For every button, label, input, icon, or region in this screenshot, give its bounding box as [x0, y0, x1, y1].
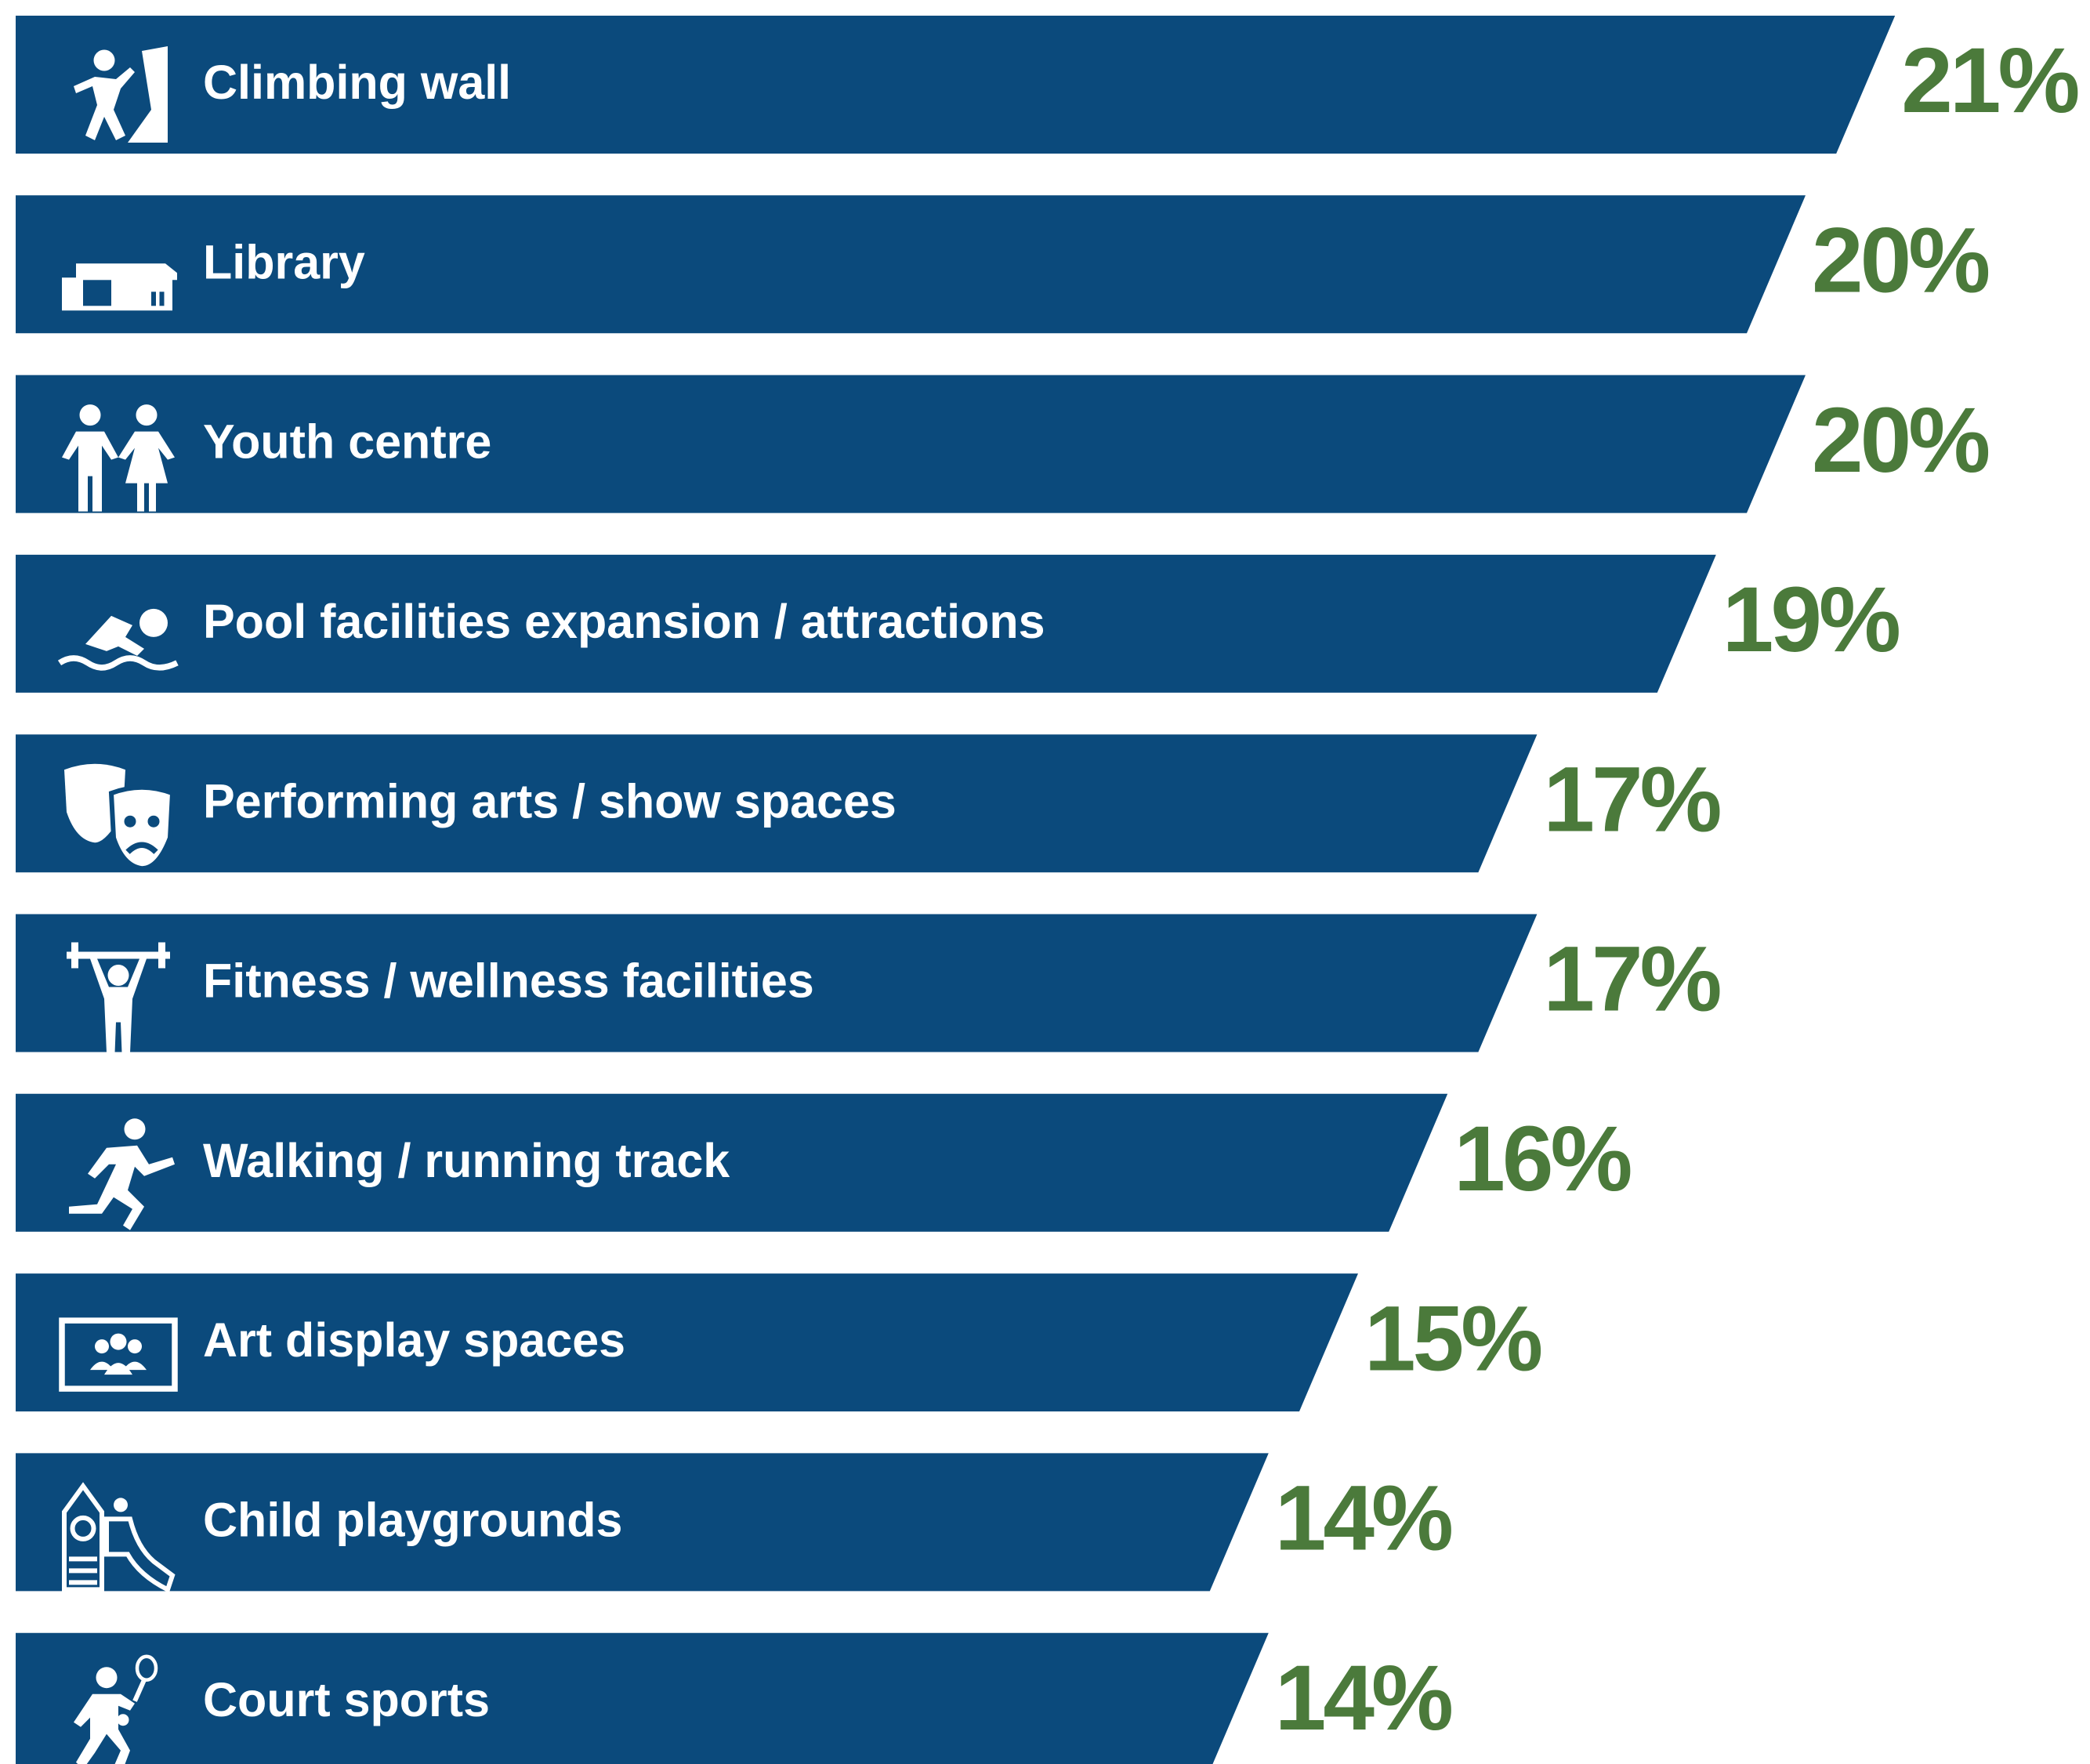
icon-part: [93, 49, 115, 71]
icon-part: [110, 1333, 127, 1350]
category-label: Walking / running track: [203, 1134, 730, 1187]
category-label: Climbing wall: [203, 56, 511, 109]
icon-part: [125, 842, 158, 854]
icon-part: [69, 1556, 97, 1585]
category-label: Court sports: [203, 1673, 490, 1726]
bar: [16, 554, 1716, 693]
icon: [64, 763, 176, 871]
icon-part: [104, 1516, 176, 1593]
icon-part: [147, 815, 160, 828]
icon: [62, 263, 177, 311]
value-label: 14%: [1275, 1646, 1451, 1750]
icon-part: [69, 1145, 175, 1230]
icon-part: [95, 1339, 109, 1354]
value-label: 16%: [1454, 1107, 1630, 1211]
icon-part: [117, 1714, 129, 1726]
icon-part: [71, 942, 78, 969]
icon-part: [132, 1679, 147, 1702]
icon-part: [90, 958, 147, 1053]
bar: [16, 1273, 1358, 1412]
icon-part: [64, 763, 125, 843]
icon-part: [124, 815, 136, 828]
icon: [62, 1482, 176, 1593]
icon-part: [124, 1118, 146, 1140]
category-label: Fitness / wellness facilities: [203, 954, 814, 1008]
icon: [59, 1317, 178, 1392]
value-label: 17%: [1543, 928, 1719, 1031]
icon-part: [158, 942, 165, 969]
icon: [67, 942, 170, 1053]
icon: [74, 46, 168, 143]
icon-part: [114, 1498, 128, 1512]
icon-part: [151, 292, 156, 306]
bar: [16, 1453, 1269, 1592]
icon-part: [62, 431, 118, 512]
icon-part: [96, 1667, 118, 1689]
bar: [16, 375, 1806, 513]
value-label: 17%: [1543, 748, 1719, 851]
icon-part: [139, 608, 168, 637]
icon-part: [74, 67, 135, 140]
icon-part: [79, 404, 101, 426]
bar: [16, 16, 1896, 154]
value-label: 19%: [1722, 568, 1899, 672]
bar: [16, 195, 1806, 334]
icon-part: [108, 784, 176, 871]
icon-part: [85, 615, 144, 656]
value-label: 15%: [1364, 1287, 1541, 1390]
icon: [69, 1118, 175, 1230]
icon: [74, 1654, 158, 1764]
icon-part: [159, 292, 165, 306]
icon-part: [74, 1693, 135, 1764]
category-label: Art display spaces: [203, 1313, 625, 1367]
value-label: 21%: [1901, 29, 2077, 132]
icon-part: [128, 46, 168, 143]
icon-part: [128, 1339, 142, 1354]
icon-part: [57, 655, 179, 671]
icon-part: [136, 404, 158, 426]
icon-part: [62, 1482, 104, 1592]
icon-part: [67, 951, 170, 959]
category-label: Pool facilities expansion / attractions: [203, 595, 1045, 648]
icon: [57, 608, 179, 671]
bar: [16, 1093, 1448, 1232]
category-label: Performing arts / show spaces: [203, 774, 896, 828]
icon-part: [70, 1515, 96, 1541]
icon-part: [90, 1361, 147, 1375]
category-label: Library: [203, 235, 365, 288]
icon-part: [118, 431, 175, 512]
icon-part: [83, 280, 111, 306]
bar: [16, 914, 1538, 1052]
icon-part: [135, 1654, 158, 1682]
category-label: Child playgrounds: [203, 1494, 622, 1547]
icon-part: [59, 1317, 178, 1392]
value-label: 14%: [1275, 1467, 1451, 1570]
icon: [62, 404, 175, 512]
icon-part: [107, 965, 129, 986]
value-label: 20%: [1812, 208, 1988, 312]
value-label: 20%: [1812, 389, 1988, 492]
category-label: Youth centre: [203, 415, 491, 469]
bar: [16, 1632, 1269, 1764]
bar: [16, 734, 1538, 873]
